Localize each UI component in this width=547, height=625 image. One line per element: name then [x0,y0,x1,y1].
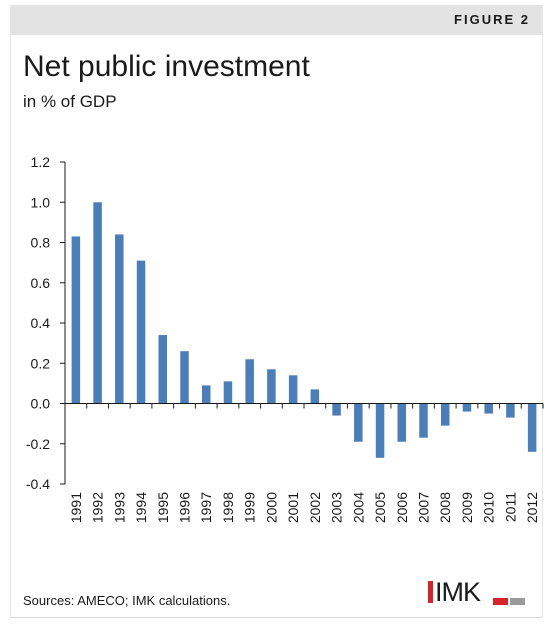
bar-2003 [332,403,341,416]
bar-1996 [180,351,189,404]
bar-2010 [484,403,493,414]
bar-1997 [201,385,211,404]
x-tick-label: 1995 [155,492,171,523]
y-tick-label: 0.2 [31,355,51,371]
y-tick-label: 1.0 [31,194,51,210]
y-tick-label: -0.2 [26,436,50,452]
x-tick-label: 2011 [502,492,518,522]
bar-1995 [158,335,168,404]
bar-2005 [375,403,385,458]
bar-2012 [527,403,537,452]
x-tick-label: 2003 [329,492,345,523]
x-tick-label: 1993 [111,492,127,523]
x-tick-label: 2010 [481,492,497,523]
x-tick-label: 1994 [133,492,149,523]
logo-grey-box [510,598,525,605]
bar-1992 [93,202,102,404]
y-tick-label: 0.0 [31,396,51,412]
bar-2000 [267,369,276,404]
y-tick-label: 1.2 [31,154,51,170]
x-tick-label: 2006 [394,492,410,523]
logo-red-bar [428,581,433,603]
y-tick-label: 0.8 [31,235,51,251]
x-axis: 1991 1992 1993 1994 1995 1996 1997 1998 1999 2000… [64,403,544,523]
x-tick-label: 2001 [285,492,301,523]
x-tick-label: 2012 [524,492,540,523]
imk-logo: IMK [428,577,538,609]
x-tick-label: 1997 [198,492,214,523]
bar-1991 [71,236,81,404]
x-tick-label: 1991 [68,492,84,523]
y-tick-label: -0.4 [26,476,50,492]
bar-chart: 1.21.00.80.60.40.20.0-0.2-0.4 1991 1992 19… [26,154,544,523]
y-tick-label: 0.4 [31,315,51,331]
bar-2009 [462,403,472,412]
x-tick-label: 2002 [307,492,323,523]
figure-header-band: FIGURE 2 [11,5,542,35]
bar-1993 [115,234,124,404]
y-axis: 1.2 1.0 0.8 0.6 0.4 0.2 0.0 -0.2 -0.4 [26,154,66,492]
source-note: Sources: AMECO; IMK calculations. [23,593,231,608]
logo-red-box [493,598,508,605]
y-tick-label: 0.6 [31,275,51,291]
bar-1998 [223,381,233,404]
bar-1999 [245,359,254,404]
bar-2008 [440,403,450,426]
bar-2002 [310,389,320,404]
bar-2006 [397,403,407,442]
x-tick-label: 2007 [416,492,432,523]
figure-label: FIGURE 2 [454,12,530,27]
x-tick-label: 1998 [220,492,236,523]
x-tick-label: 2005 [372,492,388,523]
x-tick-label: 2008 [437,492,453,523]
x-tick-label: 1992 [90,492,106,523]
bars [71,202,537,458]
bar-2004 [354,403,363,442]
x-tick-label: 2004 [350,492,366,523]
x-tick-label: 2009 [459,492,475,523]
x-tick-label: 1999 [242,492,258,523]
chart-title: Net public investment [23,50,310,83]
bar-1994 [136,260,146,404]
logo-text: IMK [435,577,481,607]
bar-2007 [419,403,428,438]
bar-2001 [288,375,298,404]
x-tick-label: 1996 [177,492,193,523]
x-tick-label: 2000 [263,492,279,523]
bar-2011 [506,403,515,418]
chart-subtitle: in % of GDP [23,92,117,111]
